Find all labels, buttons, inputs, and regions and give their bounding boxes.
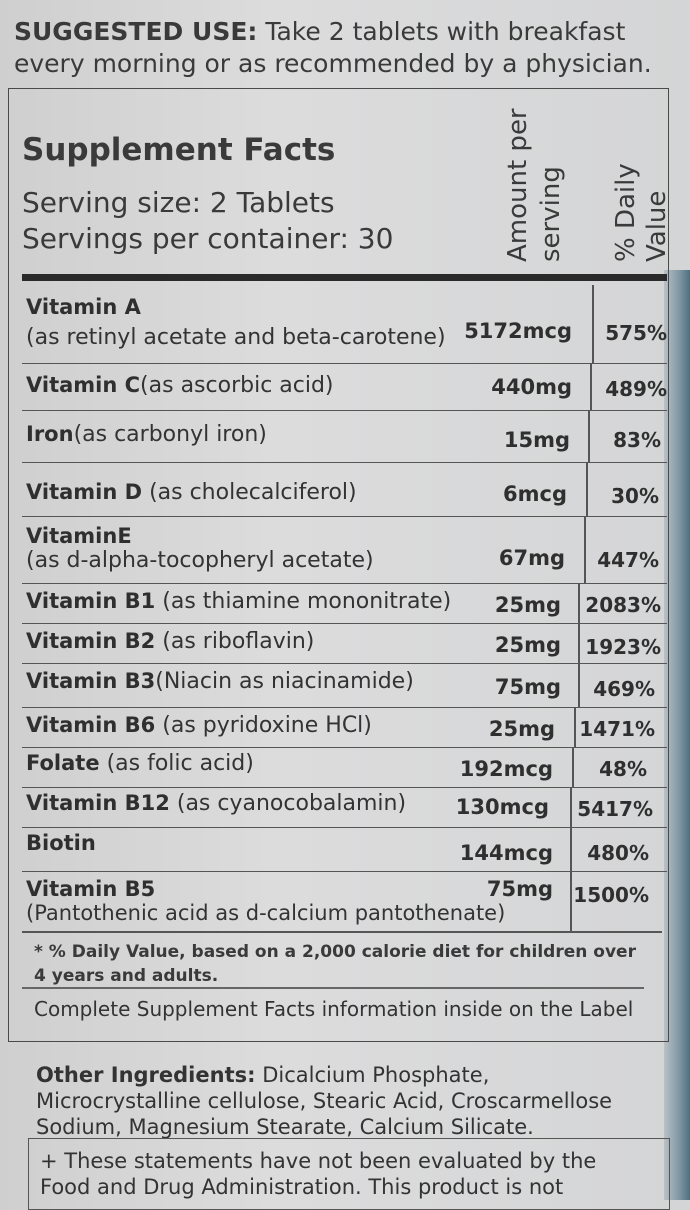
nutrient-name: Folate (as folic acid) <box>26 751 254 776</box>
table-row: Vitamin B12 (as cyanocobalamin) 130mcg 5… <box>22 787 667 828</box>
amount-header-line1: Amount per <box>503 108 533 262</box>
nutrient-name: Vitamin B6 (as pyridoxine HCl) <box>26 713 372 738</box>
dv-header-line2: Value <box>642 190 672 262</box>
dv-value: 2083% <box>585 593 661 617</box>
column-divider <box>574 707 576 747</box>
nutrient-desc: (as carbonyl iron) <box>73 422 267 447</box>
dv-value: 489% <box>605 377 667 401</box>
table-row: Vitamin A (as retinyl acetate and beta-c… <box>22 285 667 364</box>
nutrient-name: Vitamin B3(Niacin as niacinamide) <box>26 669 414 694</box>
suggested-use-label: SUGGESTED USE: <box>14 17 258 46</box>
nutrient-desc: (Niacin as niacinamide) <box>155 669 414 694</box>
column-divider <box>572 747 574 787</box>
table-row: Vitamin C(as ascorbic acid) 440mg 489% <box>22 363 667 411</box>
amount-value: 67mg <box>498 546 565 570</box>
suggested-use: SUGGESTED USE: Take 2 tablets with break… <box>14 16 664 80</box>
nutrient-desc: (Pantothenic acid as d-calcium pantothen… <box>26 901 506 925</box>
nutrient-desc: (as cyanocobalamin) <box>169 791 407 816</box>
nutrient-name: Iron(as carbonyl iron) <box>26 422 267 447</box>
nutrient-name: Vitamin B12 (as cyanocobalamin) <box>26 791 407 816</box>
column-divider <box>578 623 580 663</box>
serving-size: Serving size: 2 Tablets <box>22 186 335 219</box>
column-divider <box>586 462 588 516</box>
table-bottom-rule <box>22 931 662 933</box>
table-row: Vitamin D (as cholecalciferol) 6mcg 30% <box>22 462 667 517</box>
facts-title: Supplement Facts <box>22 132 336 168</box>
table-row: VitaminE (as d-alpha-tocopheryl acetate)… <box>22 516 667 584</box>
header-rule <box>22 274 667 281</box>
dv-header-line1: % Daily <box>611 163 641 262</box>
footnote-rule <box>22 987 644 989</box>
dv-value: 575% <box>605 321 667 345</box>
other-ingredients-label: Other Ingredients: <box>36 1063 256 1087</box>
amount-value: 192mcg <box>459 757 553 781</box>
nutrient-name: Vitamin B5 <box>26 877 156 901</box>
nutrient-desc: (as d-alpha-tocopheryl acetate) <box>26 548 374 573</box>
table-row: Biotin 144mcg 480% <box>22 827 667 872</box>
servings-per-container: Servings per container: 30 <box>22 222 394 255</box>
amount-value: 5172mcg <box>464 319 572 343</box>
nutrient-desc: (as pyridoxine HCl) <box>155 713 372 738</box>
column-divider <box>588 410 590 462</box>
dv-value: 1500% <box>573 883 649 907</box>
dv-value: 48% <box>599 757 647 781</box>
other-ingredients-text: Dicalcium Phosphate, Microcrystalline ce… <box>36 1063 613 1139</box>
column-divider <box>570 787 572 827</box>
nutrient-desc: (as cholecalciferol) <box>142 480 357 505</box>
amount-value: 130mcg <box>455 795 549 819</box>
amount-value: 25mg <box>494 633 561 657</box>
column-divider <box>570 827 572 871</box>
dv-value: 469% <box>593 677 655 701</box>
amount-value: 440mg <box>491 375 572 399</box>
table-row: Iron(as carbonyl iron) 15mg 83% <box>22 410 667 463</box>
amount-value: 75mg <box>486 877 553 901</box>
other-ingredients: Other Ingredients: Dicalcium Phosphate, … <box>36 1062 656 1140</box>
column-divider <box>584 516 586 583</box>
dv-value: 83% <box>613 428 661 452</box>
nutrient-name: VitaminE <box>26 524 132 548</box>
amount-value: 15mg <box>503 428 570 452</box>
table-row: Vitamin B2 (as riboflavin) 25mg 1923% <box>22 623 667 664</box>
complete-info-note: Complete Supplement Facts information in… <box>34 997 634 1021</box>
dv-value: 1923% <box>585 635 661 659</box>
column-divider <box>578 663 580 707</box>
nutrient-desc: (as ascorbic acid) <box>140 373 334 398</box>
fda-statement: + These statements have not been evaluat… <box>40 1149 597 1199</box>
nutrient-name: Biotin <box>26 831 96 855</box>
daily-value-footnote: * % Daily Value, based on a 2,000 calori… <box>34 942 636 986</box>
nutrient-desc: (as riboflavin) <box>155 629 315 654</box>
table-row: Vitamin B6 (as pyridoxine HCl) 25mg 1471… <box>22 707 667 748</box>
dv-value: 30% <box>611 484 659 508</box>
amount-value: 144mcg <box>459 841 553 865</box>
column-divider <box>578 583 580 623</box>
dv-value: 1471% <box>579 717 655 741</box>
nutrient-desc: (as folic acid) <box>99 751 254 776</box>
nutrient-name: Vitamin A <box>26 295 141 319</box>
nutrient-name: Vitamin B2 (as riboflavin) <box>26 629 315 654</box>
amount-header-line2: serving <box>536 166 566 262</box>
table-row: Vitamin B3(Niacin as niacinamide) 75mg 4… <box>22 663 667 708</box>
suggested-use-text: Take 2 tablets with breakfast every morn… <box>14 17 652 78</box>
nutrient-desc: (as thiamine mononitrate) <box>155 589 452 614</box>
supplement-facts-panel <box>8 88 669 1042</box>
amount-value: 25mg <box>494 593 561 617</box>
dv-value: 447% <box>597 548 659 572</box>
column-divider <box>570 871 572 931</box>
dv-value: 5417% <box>577 797 653 821</box>
nutrient-desc: (as retinyl acetate and beta-carotene) <box>26 325 446 350</box>
amount-value: 75mg <box>494 675 561 699</box>
table-row: Folate (as folic acid) 192mcg 48% <box>22 747 667 788</box>
amount-value: 25mg <box>488 717 555 741</box>
amount-value: 6mcg <box>503 482 567 506</box>
table-row: Vitamin B1 (as thiamine mononitrate) 25m… <box>22 583 667 624</box>
dv-value: 480% <box>587 841 649 865</box>
column-divider <box>592 285 594 363</box>
nutrient-name: Vitamin B1 (as thiamine mononitrate) <box>26 589 452 614</box>
nutrient-name: Vitamin C(as ascorbic acid) <box>26 373 334 398</box>
nutrient-name: Vitamin D (as cholecalciferol) <box>26 480 357 505</box>
column-divider <box>590 363 592 410</box>
table-row: Vitamin B5 (Pantothenic acid as d-calciu… <box>22 871 667 931</box>
